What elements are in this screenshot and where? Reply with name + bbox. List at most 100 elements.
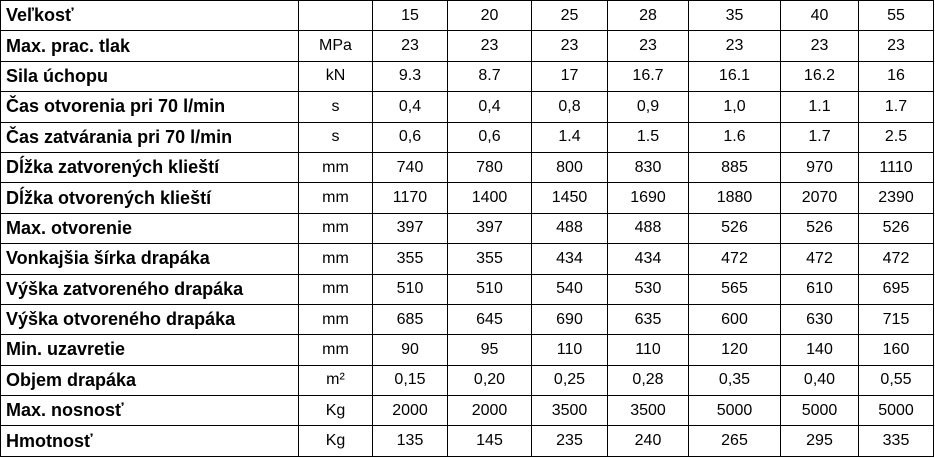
value-cell: 8.7 (447, 60, 532, 93)
value-cell: 16 (858, 60, 934, 93)
value-cell: 135 (372, 425, 448, 457)
header-row: Veľkosť 15 20 25 28 35 40 55 (0, 0, 934, 32)
row-label: Max. prac. tlak (0, 30, 299, 62)
value-cell: 335 (858, 425, 934, 457)
spec-row: Dĺžka zatvorených klieští mm 740 780 800 830 8… (0, 151, 934, 184)
value-cell: 472 (688, 243, 781, 275)
row-label: Min. uzavretie (0, 334, 299, 366)
row-label: Max. nosnosť (0, 395, 299, 427)
unit-cell: mm (298, 334, 373, 366)
value-cell: 530 (607, 273, 689, 305)
value-cell: 472 (780, 243, 859, 275)
size-cell: 35 (688, 0, 781, 32)
value-cell: 715 (858, 303, 934, 336)
value-cell: 1400 (447, 182, 532, 214)
value-cell: 23 (447, 30, 532, 62)
value-cell: 526 (688, 212, 781, 245)
value-cell: 488 (607, 212, 689, 245)
spec-row: Objem drapáka m² 0,15 0,20 0,25 0,28 0,35 0,40 0… (0, 364, 934, 397)
value-cell: 23 (688, 30, 781, 62)
unit-cell: s (298, 91, 373, 123)
value-cell: 295 (780, 425, 859, 457)
size-cell: 55 (858, 0, 934, 32)
value-cell: 610 (780, 273, 859, 305)
value-cell: 510 (447, 273, 532, 305)
value-cell: 110 (531, 334, 608, 366)
spec-row: Max. nosnosť Kg 2000 2000 3500 3500 5000 5000 50… (0, 395, 934, 427)
value-cell: 0,4 (372, 91, 448, 123)
row-label: Max. otvorenie (0, 212, 299, 245)
value-cell: 695 (858, 273, 934, 305)
value-cell: 0,20 (447, 364, 532, 397)
value-cell: 2390 (858, 182, 934, 214)
value-cell: 1110 (858, 151, 934, 184)
value-cell: 565 (688, 273, 781, 305)
row-label: Čas zatvárania pri 70 l/min (0, 121, 299, 153)
value-cell: 0,6 (372, 121, 448, 153)
value-cell: 1.7 (858, 91, 934, 123)
spec-row: Čas zatvárania pri 70 l/min s 0,6 0,6 1.4 1.5… (0, 121, 934, 153)
value-cell: 690 (531, 303, 608, 336)
value-cell: 1,0 (688, 91, 781, 123)
value-cell: 0,6 (447, 121, 532, 153)
value-cell: 1880 (688, 182, 781, 214)
value-cell: 540 (531, 273, 608, 305)
unit-cell: mm (298, 243, 373, 275)
value-cell: 0,9 (607, 91, 689, 123)
value-cell: 0,4 (447, 91, 532, 123)
value-cell: 685 (372, 303, 448, 336)
spec-row: Hmotnosť Kg 135 145 235 240 265 295 335 (0, 425, 934, 457)
value-cell: 434 (531, 243, 608, 275)
spec-row: Výška zatvoreného drapáka mm 510 510 540 530 5… (0, 273, 934, 305)
value-cell: 3500 (531, 395, 608, 427)
unit-cell: Kg (298, 395, 373, 427)
value-cell: 23 (858, 30, 934, 62)
unit-cell: Kg (298, 425, 373, 457)
row-label: Výška zatvoreného drapáka (0, 273, 299, 305)
unit-cell: MPa (298, 30, 373, 62)
size-cell: 20 (447, 0, 532, 32)
value-cell: 1690 (607, 182, 689, 214)
value-cell: 23 (531, 30, 608, 62)
value-cell: 16.1 (688, 60, 781, 93)
size-cell: 25 (531, 0, 608, 32)
header-label: Veľkosť (0, 0, 299, 32)
value-cell: 140 (780, 334, 859, 366)
value-cell: 645 (447, 303, 532, 336)
value-cell: 1.6 (688, 121, 781, 153)
value-cell: 0,55 (858, 364, 934, 397)
empty-cell (298, 0, 373, 32)
value-cell: 1.7 (780, 121, 859, 153)
unit-cell: mm (298, 151, 373, 184)
value-cell: 0,8 (531, 91, 608, 123)
value-cell: 1170 (372, 182, 448, 214)
row-label: Vonkajšia šírka drapáka (0, 243, 299, 275)
row-label: Objem drapáka (0, 364, 299, 397)
value-cell: 3500 (607, 395, 689, 427)
value-cell: 355 (447, 243, 532, 275)
unit-cell: mm (298, 303, 373, 336)
value-cell: 2000 (447, 395, 532, 427)
value-cell: 397 (447, 212, 532, 245)
value-cell: 5000 (858, 395, 934, 427)
spec-row: Max. prac. tlak MPa 23 23 23 23 23 23 23 (0, 30, 934, 62)
value-cell: 235 (531, 425, 608, 457)
row-label: Výška otvoreného drapáka (0, 303, 299, 336)
value-cell: 23 (780, 30, 859, 62)
value-cell: 240 (607, 425, 689, 457)
unit-cell: mm (298, 182, 373, 214)
value-cell: 0,28 (607, 364, 689, 397)
size-cell: 40 (780, 0, 859, 32)
value-cell: 1.1 (780, 91, 859, 123)
spec-row: Max. otvorenie mm 397 397 488 488 526 526 526 (0, 212, 934, 245)
value-cell: 0,15 (372, 364, 448, 397)
unit-cell: s (298, 121, 373, 153)
value-cell: 23 (372, 30, 448, 62)
unit-cell: m² (298, 364, 373, 397)
value-cell: 1450 (531, 182, 608, 214)
value-cell: 265 (688, 425, 781, 457)
value-cell: 120 (688, 334, 781, 366)
spec-row: Výška otvoreného drapáka mm 685 645 690 635 60… (0, 303, 934, 336)
